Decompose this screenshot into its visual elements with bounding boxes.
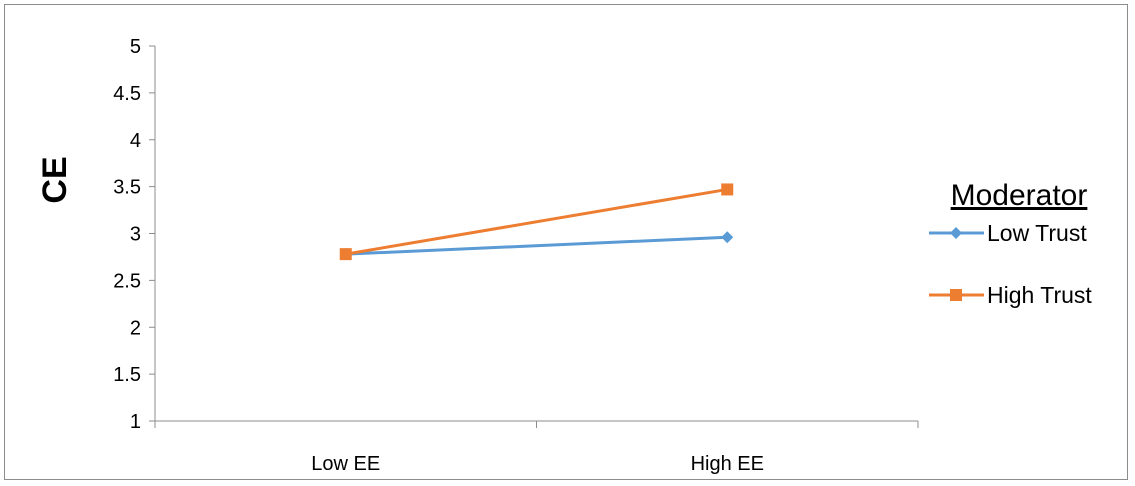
y-tick-label: 2.5	[113, 270, 141, 292]
axes	[154, 46, 918, 422]
y-tick-label: 3.5	[113, 177, 141, 199]
y-tick-label: 1.5	[113, 364, 141, 386]
series-line-2	[345, 187, 728, 256]
y-tick-label: 3	[130, 224, 141, 246]
legend-swatch-marker	[950, 227, 962, 239]
legend-label: Low Trust	[987, 220, 1087, 246]
legend-title: Moderator	[951, 179, 1088, 212]
x-axis-ticks: Low EE High EE	[154, 421, 919, 475]
series-2-point	[339, 248, 352, 261]
x-tick-label: High EE	[691, 453, 764, 475]
y-tick-label: 5	[130, 36, 141, 58]
y-tick-label: 2	[130, 317, 141, 339]
series-2-point	[721, 183, 734, 196]
chart-frame	[4, 4, 1128, 480]
y-tick-label: 1	[130, 411, 141, 433]
series-layer	[339, 183, 734, 261]
x-tick-label: Low EE	[311, 453, 380, 475]
y-axis-title: CE	[36, 156, 74, 203]
legend: Moderator Low Trust High Trust	[929, 179, 1092, 308]
legend-swatch-marker	[950, 289, 962, 301]
y-tick-label: 4	[130, 130, 141, 152]
y-axis-ticks: 1 1.5 2 2.5 3 3.5 4 4.5 5	[113, 36, 155, 433]
series-1-point	[721, 231, 734, 244]
series-line-1	[345, 235, 728, 256]
y-tick-label: 4.5	[113, 83, 141, 105]
legend-label: High Trust	[987, 282, 1092, 308]
